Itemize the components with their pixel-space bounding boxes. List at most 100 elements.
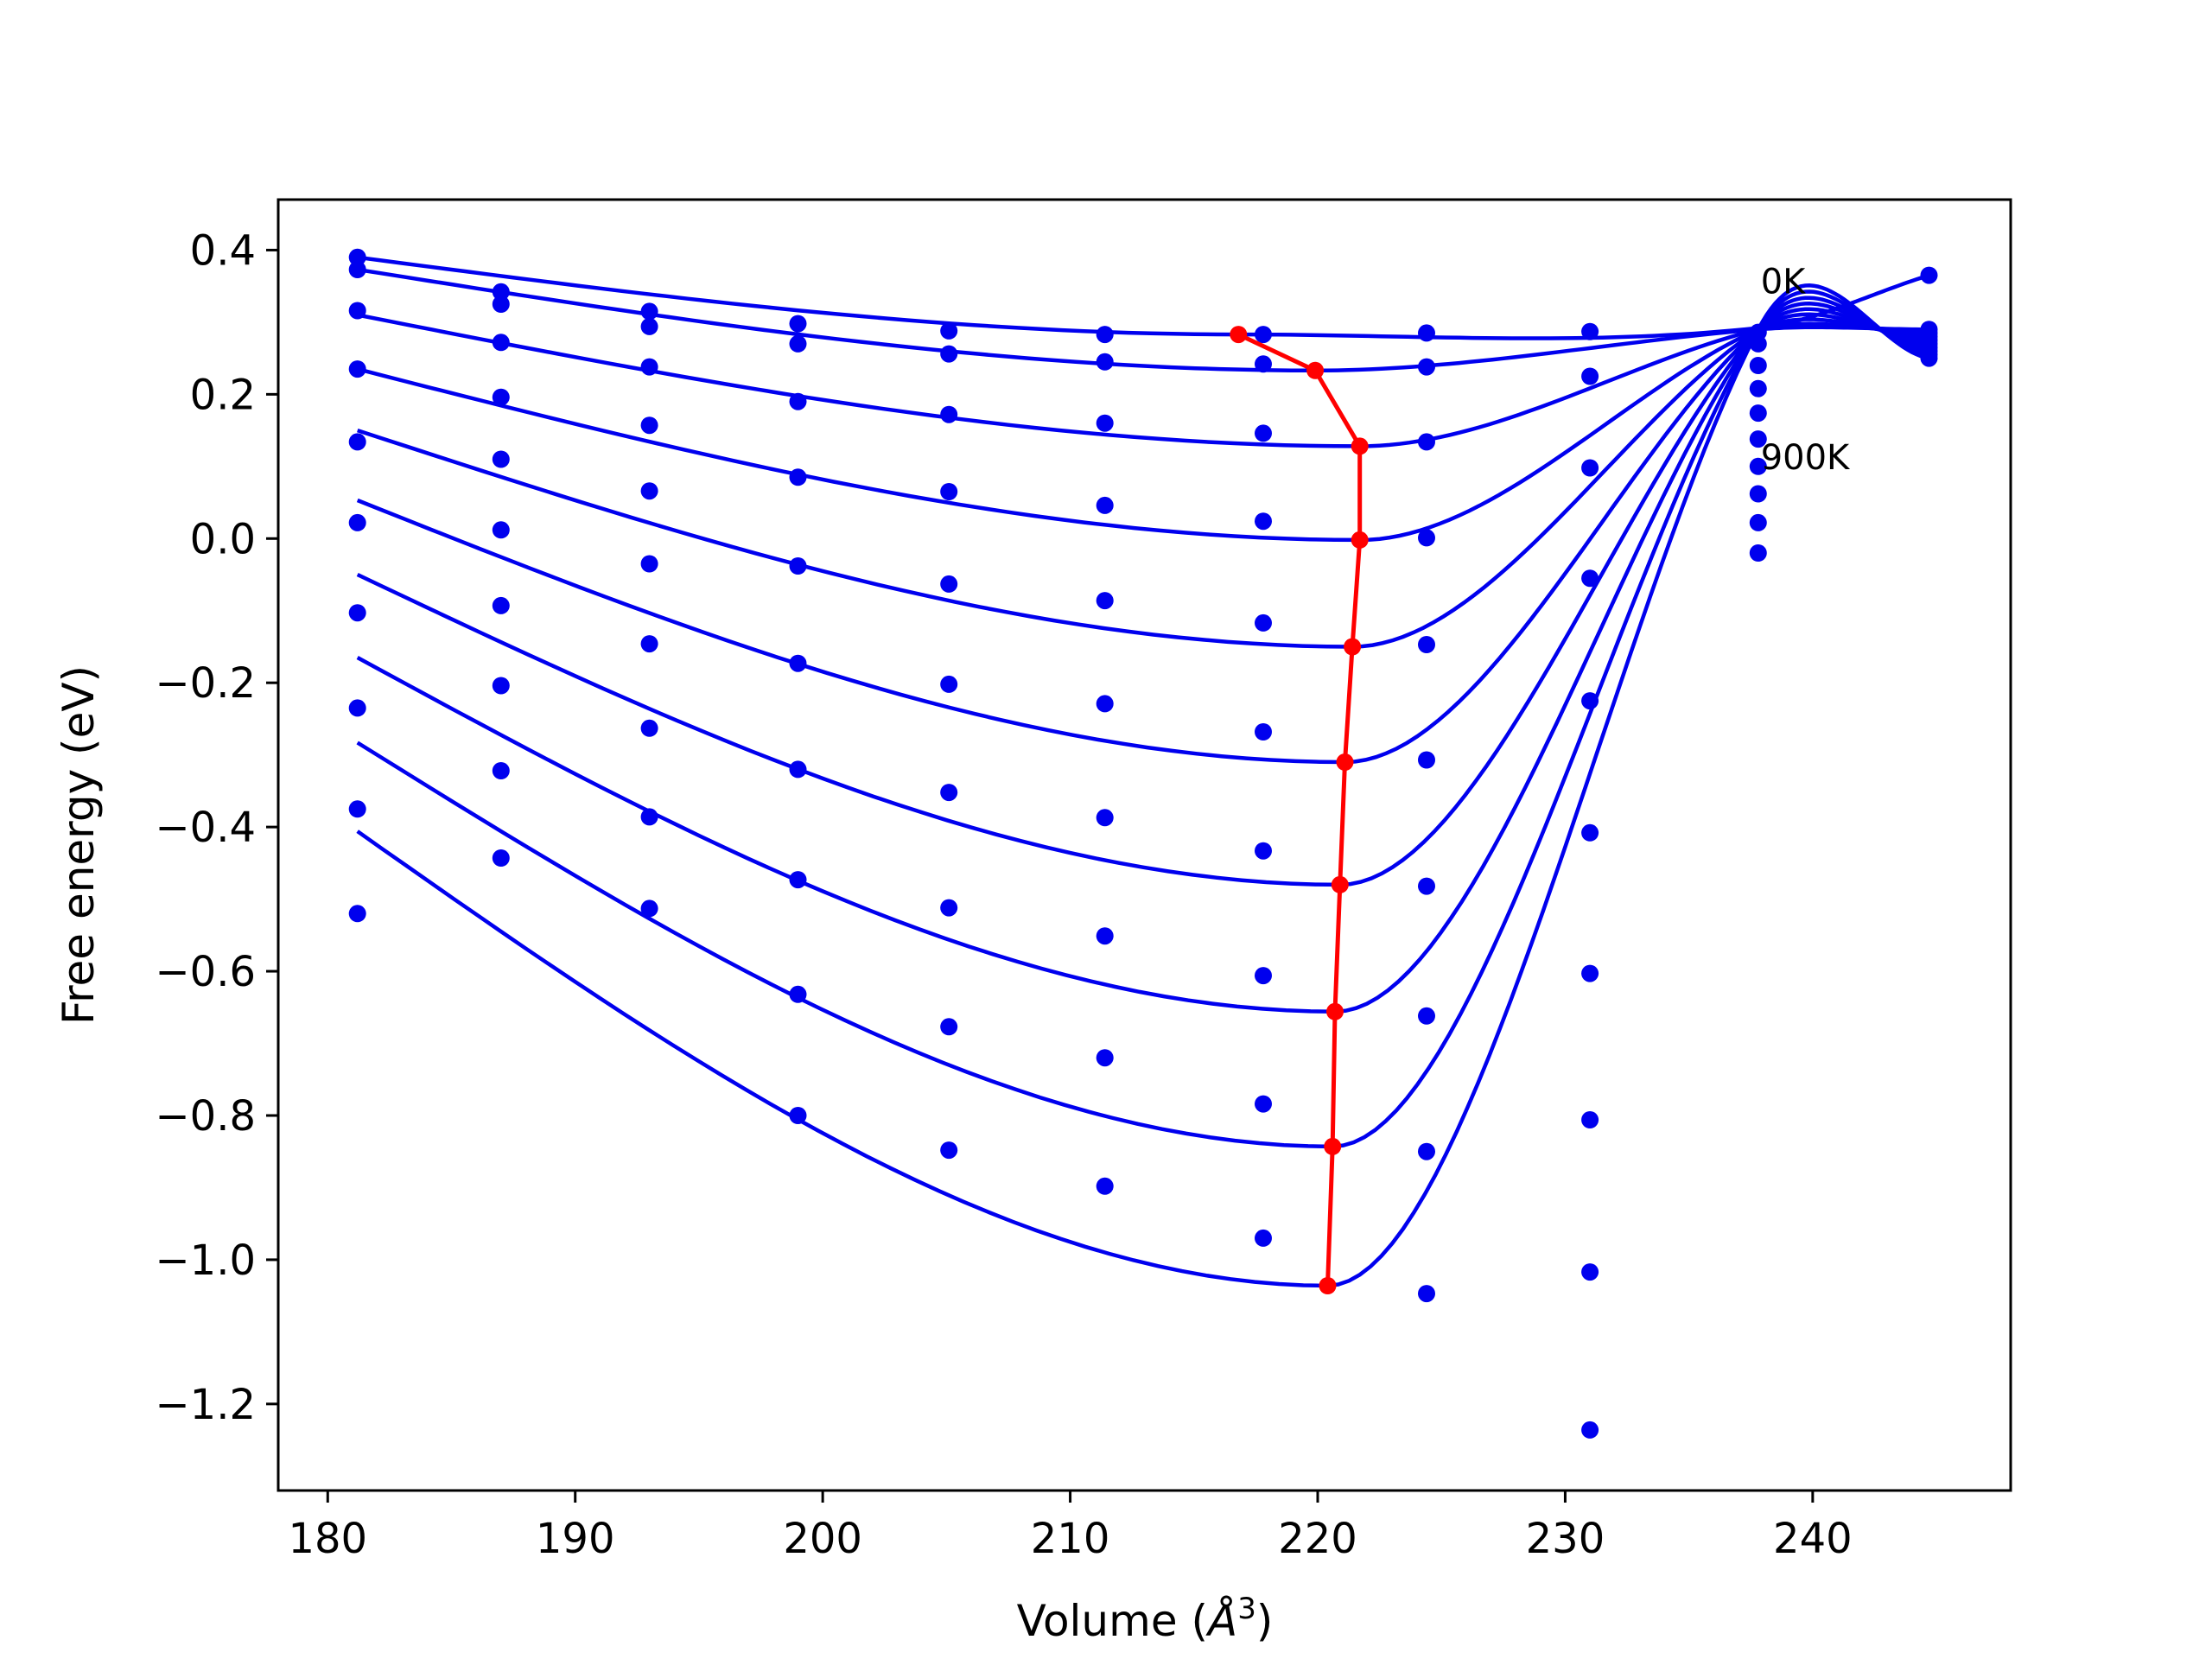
data-point — [1581, 1263, 1599, 1281]
data-point — [940, 405, 958, 423]
data-point — [1418, 877, 1435, 895]
data-point — [1418, 529, 1435, 547]
data-point — [789, 654, 807, 672]
data-point — [492, 677, 510, 695]
annotations: 0K 900K — [1761, 263, 1851, 479]
data-point — [1255, 355, 1272, 373]
data-point — [940, 784, 958, 802]
data-point — [348, 905, 366, 923]
minimum-point — [1336, 753, 1354, 771]
data-point — [640, 899, 658, 918]
fit-curve — [357, 317, 1929, 543]
y-tick-label: 0.2 — [190, 371, 256, 419]
x-tick-label: 230 — [1526, 1515, 1605, 1563]
data-point — [492, 450, 510, 468]
y-tick-label: −1.2 — [155, 1381, 256, 1429]
data-point — [1581, 823, 1599, 842]
fit-curve — [357, 255, 1930, 340]
data-point — [1096, 326, 1114, 344]
data-point — [492, 296, 510, 313]
data-point — [1096, 496, 1114, 514]
data-point — [348, 261, 366, 278]
data-point — [348, 248, 366, 266]
data-point — [640, 302, 658, 321]
data-point — [1096, 927, 1114, 945]
data-point — [1096, 695, 1114, 713]
x-tick-label: 220 — [1278, 1515, 1357, 1563]
fit-curve — [356, 289, 1929, 1149]
data-point — [1096, 1177, 1114, 1195]
data-point — [1255, 723, 1272, 741]
data-point — [1255, 842, 1272, 860]
data-point — [1581, 569, 1599, 588]
data-point — [1418, 1285, 1435, 1303]
x-tick-label: 190 — [536, 1515, 615, 1563]
data-point — [789, 315, 807, 333]
fit-curve — [356, 302, 1929, 887]
data-point — [940, 1141, 958, 1160]
data-point — [940, 321, 958, 340]
minimum-point — [1351, 437, 1369, 455]
x-tick-label: 240 — [1773, 1515, 1853, 1563]
data-point — [348, 604, 366, 622]
data-point — [1749, 513, 1767, 531]
y-axis-label: Free energy (eV) — [54, 665, 104, 1025]
fit-curve — [356, 307, 1929, 765]
y-tick-label: 0.0 — [190, 515, 256, 563]
data-point — [492, 334, 510, 352]
temperature-annotation: 900K — [1761, 438, 1851, 478]
y-tick-label: −0.4 — [155, 804, 256, 852]
data-point — [1418, 358, 1435, 376]
data-point — [1255, 424, 1272, 442]
data-point — [1581, 964, 1599, 982]
data-point — [492, 849, 510, 867]
data-point — [1418, 751, 1435, 769]
data-point — [1418, 1007, 1435, 1025]
data-point — [1255, 1095, 1272, 1113]
minimum-point — [1319, 1277, 1337, 1294]
data-point — [789, 760, 807, 779]
data-point — [1581, 367, 1599, 385]
data-point — [492, 283, 510, 301]
x-tick-label: 210 — [1031, 1515, 1110, 1563]
data-point — [1255, 1229, 1272, 1247]
data-point — [1749, 544, 1767, 562]
data-point — [940, 675, 958, 693]
fit-curve — [356, 283, 1929, 1288]
data-point — [1749, 357, 1767, 374]
data-point — [640, 416, 658, 435]
minimum-point — [1351, 531, 1369, 549]
data-points — [348, 248, 1938, 1439]
data-point — [1096, 809, 1114, 827]
data-point — [789, 871, 807, 889]
y-tick-label: −0.8 — [155, 1092, 256, 1141]
data-point — [640, 317, 658, 335]
data-point — [348, 513, 366, 531]
fit-curve — [357, 267, 1929, 373]
data-point — [640, 719, 658, 737]
data-point — [640, 358, 658, 376]
data-point — [1255, 326, 1272, 344]
data-point — [1920, 349, 1938, 367]
x-tick-label: 180 — [288, 1515, 367, 1563]
data-point — [1255, 613, 1272, 632]
data-point — [1749, 457, 1767, 475]
data-point — [640, 635, 658, 653]
x-tick-label: 200 — [783, 1515, 862, 1563]
data-point — [940, 575, 958, 593]
data-point — [1418, 636, 1435, 653]
data-point — [1096, 1049, 1114, 1067]
data-point — [940, 483, 958, 500]
data-point — [1096, 353, 1114, 371]
minimum-point — [1326, 1002, 1344, 1020]
minimum-point — [1324, 1137, 1342, 1155]
data-point — [640, 808, 658, 826]
data-point — [789, 334, 807, 353]
data-point — [492, 521, 510, 539]
data-point — [1418, 1142, 1435, 1160]
minimum-point — [1331, 875, 1349, 893]
data-point — [492, 388, 510, 406]
plot-frame — [276, 198, 2012, 1492]
temperature-annotation: 0K — [1761, 263, 1807, 302]
minimum-point — [1344, 638, 1362, 656]
